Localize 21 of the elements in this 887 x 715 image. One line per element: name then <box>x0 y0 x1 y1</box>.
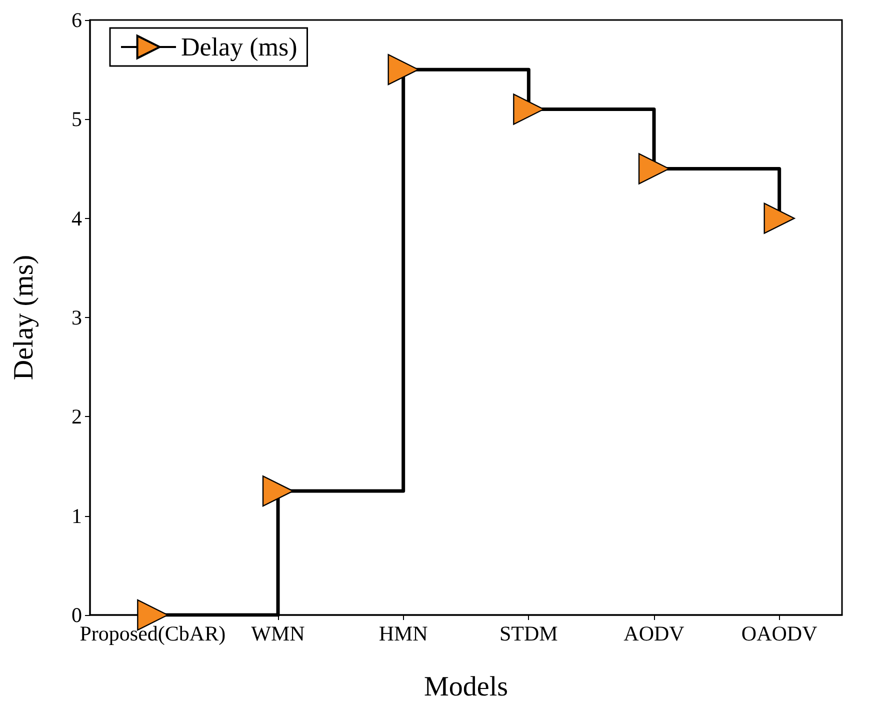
x-tick-label: STDM <box>499 622 558 646</box>
y-tick-label: 2 <box>72 404 82 429</box>
y-tick-label: 3 <box>72 306 82 330</box>
x-tick-label: WMN <box>251 622 305 646</box>
point <box>388 54 419 86</box>
x-tick-label: Proposed(CbAR) <box>80 622 226 646</box>
x-tick-label: OAODV <box>741 622 818 646</box>
point <box>764 202 795 234</box>
x-tick-label: AODV <box>624 622 684 646</box>
point <box>513 94 544 125</box>
x-axis-title: Models <box>424 672 508 702</box>
y-axis-title: Delay (ms) <box>8 254 40 380</box>
y-tick-label: 1 <box>72 504 82 528</box>
point <box>638 153 670 184</box>
y-tick-label: 4 <box>72 206 82 230</box>
point <box>262 475 294 507</box>
y-tick-label: 6 <box>72 8 82 32</box>
x-tick-label: HMN <box>378 622 428 646</box>
y-tick-label: 0 <box>72 603 82 627</box>
legend-label: Delay (ms) <box>181 32 298 62</box>
y-tick-label: 5 <box>72 107 82 132</box>
